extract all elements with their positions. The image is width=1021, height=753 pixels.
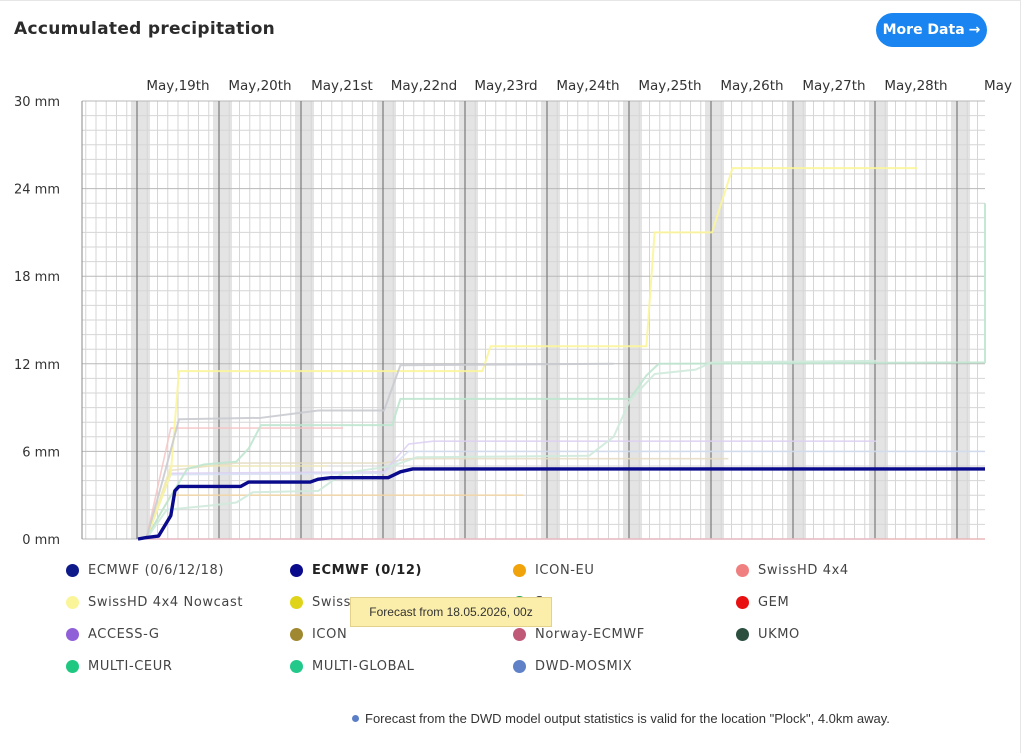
legend-item-ecmwf-0-6-12-18-[interactable]: ECMWF (0/6/12/18) [66, 560, 224, 580]
x-tick-label: May [984, 78, 1012, 94]
legend-label: ECMWF (0/12) [312, 562, 423, 578]
footnote: Forecast from the DWD model output stati… [352, 711, 890, 726]
legend-dot-icon [736, 563, 749, 577]
legend-item-ukmo[interactable]: UKMO [736, 624, 800, 644]
legend-item-swiss[interactable]: Swiss [290, 592, 351, 612]
series-line-ecmwf-0-12- [137, 467, 985, 541]
legend-dot-icon [290, 563, 303, 577]
x-tick-label: May,21st [311, 78, 373, 94]
more-data-button[interactable]: More Data → [876, 13, 987, 47]
legend-item-gem[interactable]: GEM [736, 592, 789, 612]
tooltip-text: Forecast from 18.05.2026, 00z [369, 605, 533, 619]
series-line-swisshd-4x4 [145, 427, 343, 540]
x-tick-label: May,20th [228, 78, 291, 94]
legend-dot-icon [66, 595, 79, 609]
legend-dot-icon [290, 627, 303, 641]
legend-label: Swiss [312, 594, 352, 610]
y-tick-label: 30 mm [14, 95, 60, 110]
legend-label: ECMWF (0/6/12/18) [88, 562, 225, 578]
legend-dot-icon [66, 659, 79, 673]
x-tick-label: May,23rd [474, 78, 537, 94]
legend-item-icon-eu[interactable]: ICON-EU [513, 560, 595, 580]
legend-dot-icon [290, 595, 303, 609]
y-tick-label: 24 mm [14, 183, 60, 198]
arrow-right-icon: → [968, 22, 981, 38]
legend-label: MULTI-CEUR [88, 658, 173, 674]
legend-dot-icon [513, 563, 526, 577]
legend-label: MULTI-GLOBAL [312, 658, 415, 674]
legend-item-multi-global[interactable]: MULTI-GLOBAL [290, 656, 414, 676]
bullet-icon [352, 715, 359, 722]
x-tick-label: May,28th [884, 78, 947, 94]
x-tick-label: May,27th [802, 78, 865, 94]
legend-label: Norway-ECMWF [535, 626, 645, 642]
legend-item-dwd-mosmix[interactable]: DWD-MOSMIX [513, 656, 632, 676]
legend-label: DWD-MOSMIX [535, 658, 633, 674]
x-tick-label: May,24th [556, 78, 619, 94]
series-line-ecmwf-0-6-12-18- [145, 362, 614, 540]
legend-item-ecmwf-0-12-[interactable]: ECMWF (0/12) [290, 560, 422, 580]
more-data-label: More Data [882, 22, 965, 38]
footnote-text: Forecast from the DWD model output stati… [365, 711, 890, 726]
series-lines [137, 167, 986, 541]
legend-item-norway-ecmwf[interactable]: Norway-ECMWF [513, 624, 645, 644]
legend-item-swisshd-4x4-nowcast[interactable]: SwissHD 4x4 Nowcast [66, 592, 243, 612]
legend-label: ICON [312, 626, 348, 642]
legend-dot-icon [66, 563, 79, 577]
precipitation-chart: 0 mm 6 mm 12 mm 18 mm 24 mm 30 mm May,19th May,… [14, 78, 1012, 548]
legend-item-swisshd-4x4[interactable]: SwissHD 4x4 [736, 560, 849, 580]
legend-item-access-g[interactable]: ACCESS-G [66, 624, 160, 644]
y-tick-label: 18 mm [14, 270, 60, 285]
y-tick-label: 12 mm [14, 358, 60, 373]
series-line-swisshd-4x4-nowcast [145, 167, 917, 540]
x-tick-label: May,25th [638, 78, 701, 94]
legend-label: ACCESS-G [88, 626, 160, 642]
x-tick-label: May,19th [146, 78, 209, 94]
chart-title: Accumulated precipitation [14, 19, 276, 39]
legend-dot-icon [736, 627, 749, 641]
legend-label: ICON-EU [535, 562, 595, 578]
legend-label: GEM [758, 594, 790, 610]
legend-dot-icon [66, 627, 79, 641]
legend-dot-icon [513, 627, 526, 641]
legend-item-icon[interactable]: ICON [290, 624, 347, 644]
legend-dot-icon [290, 659, 303, 673]
x-tick-label: May,26th [720, 78, 783, 94]
forecast-tooltip: Forecast from 18.05.2026, 00z [350, 597, 552, 627]
series-line-multi-ceur [145, 203, 986, 540]
y-tick-label: 0 mm [22, 533, 60, 548]
legend-item-multi-ceur[interactable]: MULTI-CEUR [66, 656, 173, 676]
x-tick-label: May,22nd [391, 78, 458, 94]
axis-labels: 0 mm 6 mm 12 mm 18 mm 24 mm 30 mm May,19th May,… [14, 78, 1012, 548]
legend-label: SwissHD 4x4 Nowcast [88, 594, 244, 610]
legend-label: SwissHD 4x4 [758, 562, 849, 578]
series-line-multi-global [145, 359, 877, 540]
legend-dot-icon [513, 659, 526, 673]
y-tick-label: 6 mm [22, 445, 60, 460]
legend-dot-icon [736, 595, 749, 609]
legend-label: UKMO [758, 626, 800, 642]
